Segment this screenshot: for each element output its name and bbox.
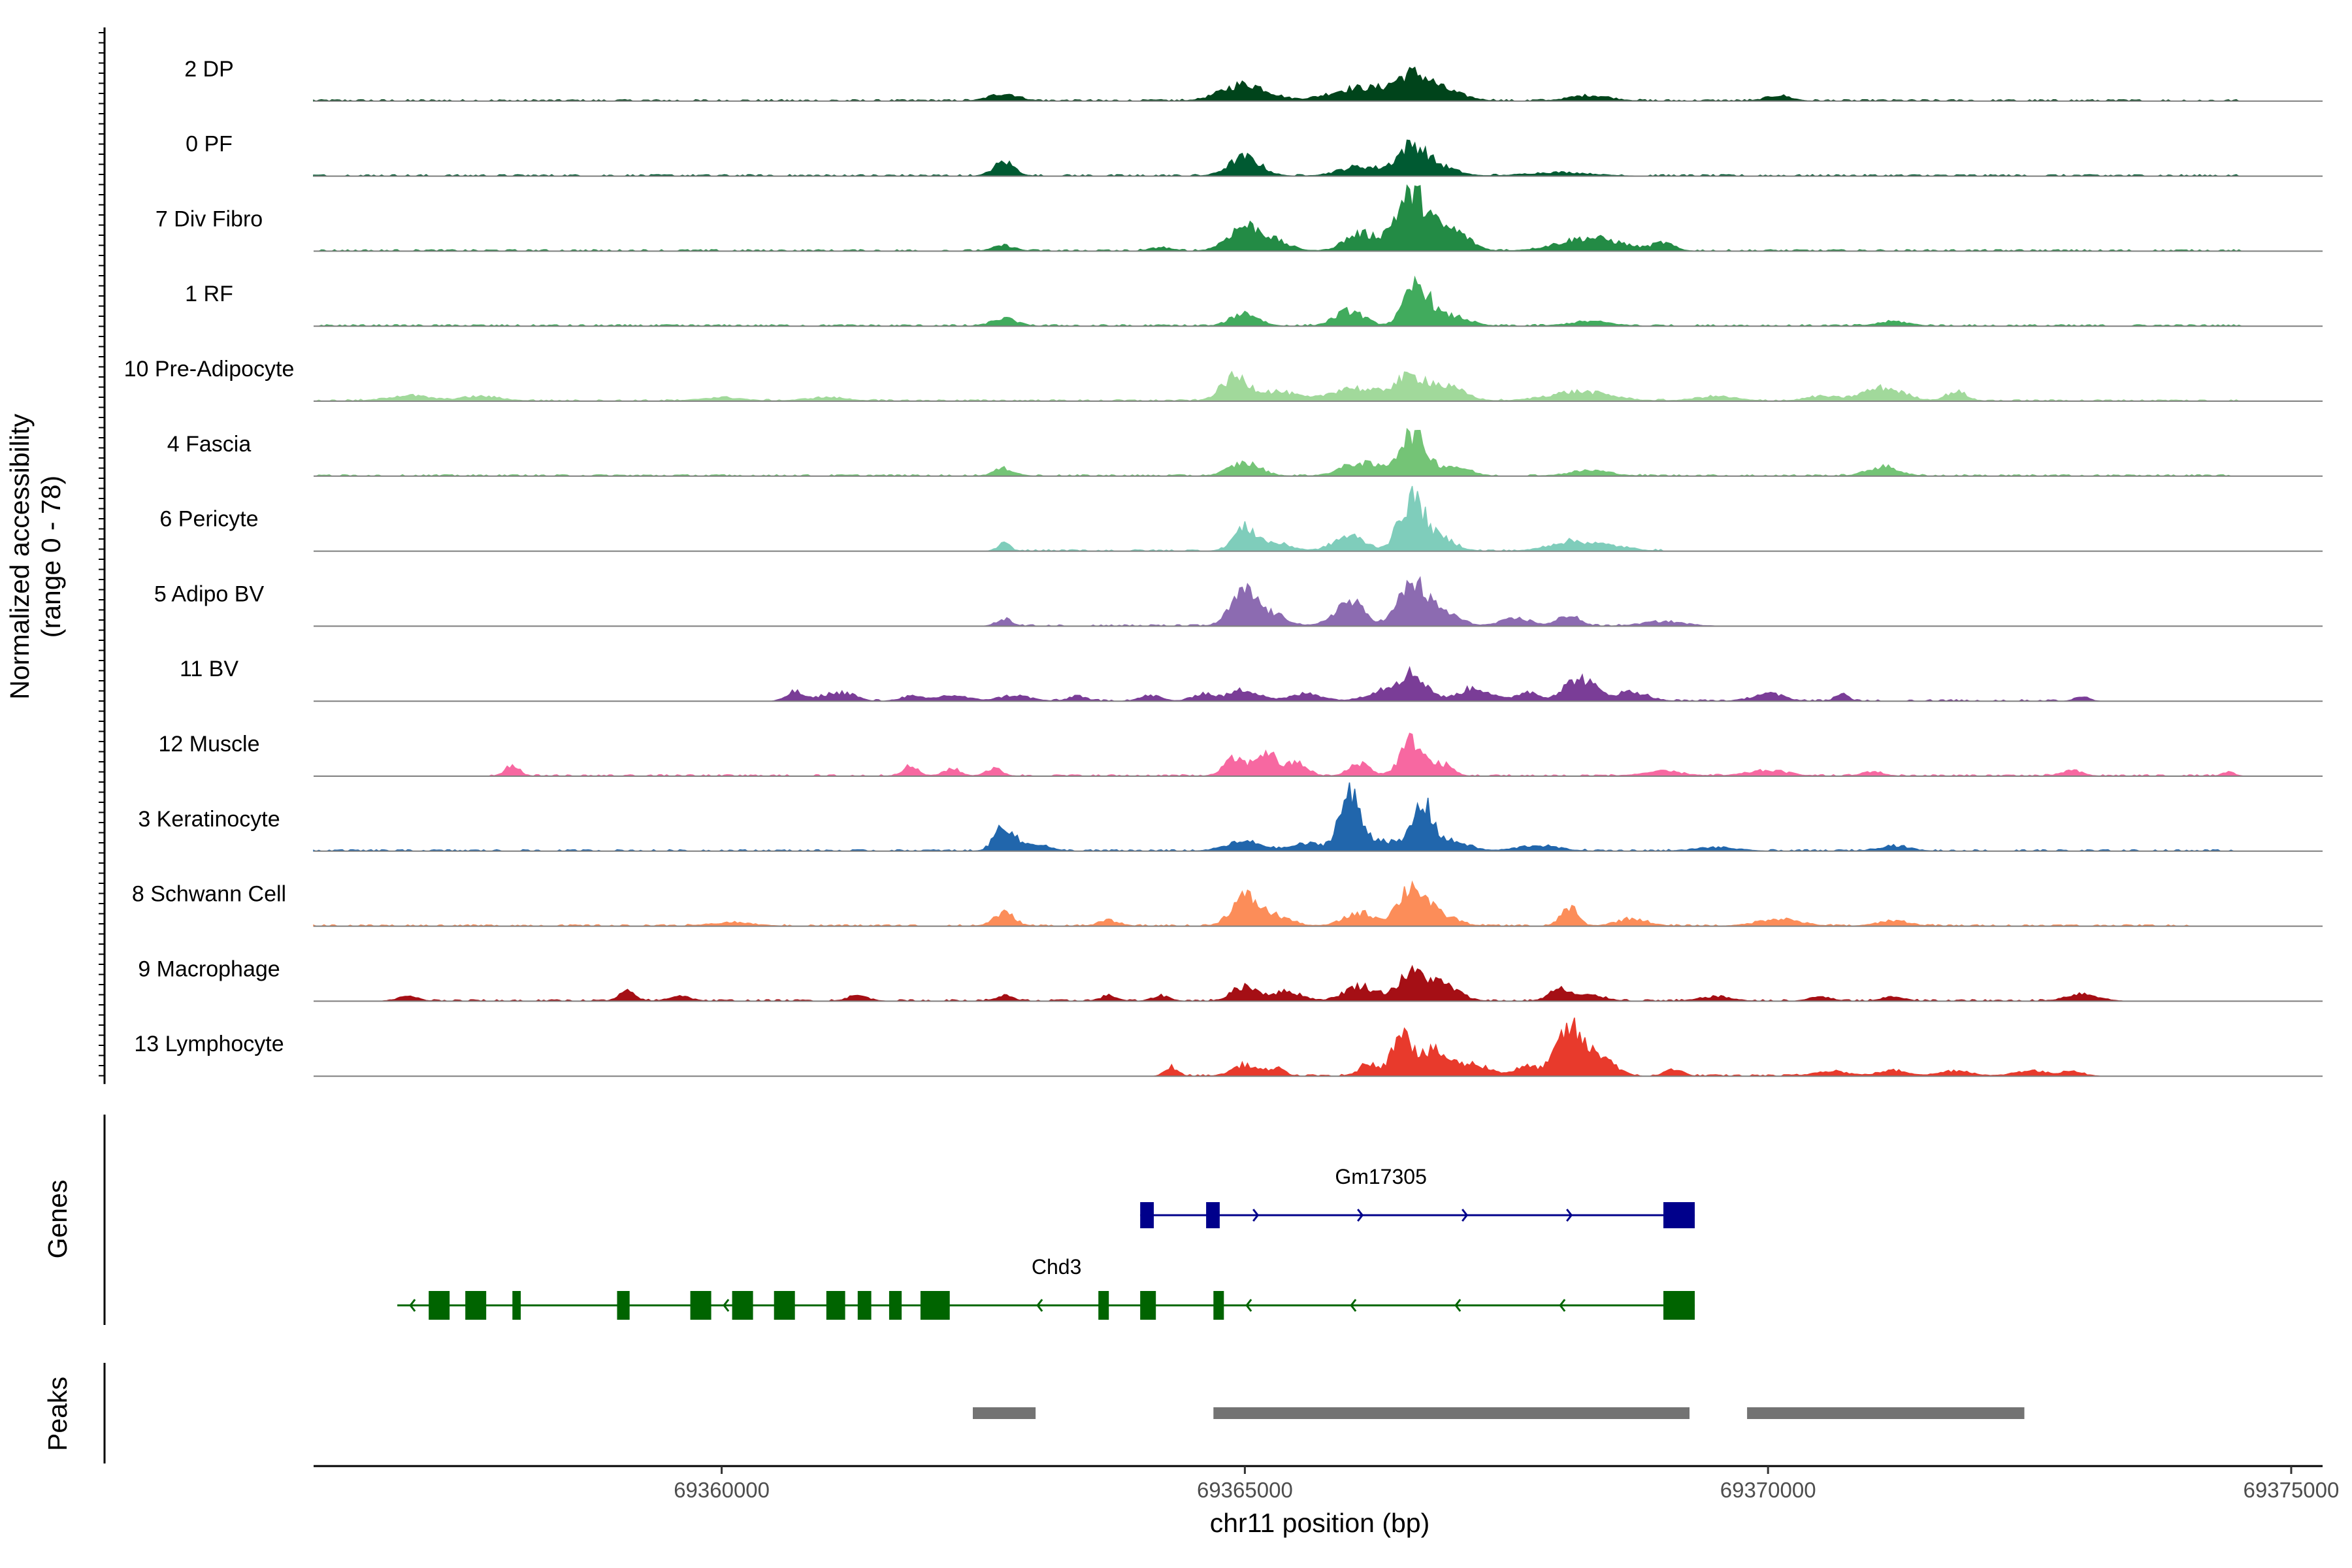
track-2-dp: 2 DP bbox=[184, 57, 2323, 102]
strand-arrow bbox=[1350, 1299, 1357, 1312]
exon bbox=[1213, 1291, 1224, 1320]
exon bbox=[512, 1291, 521, 1320]
genes-panel: Genes Gm17305 Chd3 bbox=[42, 1115, 1695, 1325]
track-7-div-fibro: 7 Div Fibro bbox=[155, 184, 2323, 252]
gene-name-label: Gm17305 bbox=[1335, 1165, 1427, 1188]
track-label: 8 Schwann Cell bbox=[132, 882, 286, 907]
genes-label: Genes bbox=[42, 1180, 73, 1259]
exon bbox=[617, 1291, 630, 1320]
exon bbox=[1206, 1202, 1220, 1228]
peak-region bbox=[1747, 1407, 2025, 1419]
track-label: 9 Macrophage bbox=[138, 956, 280, 981]
x-tick-label: 69370000 bbox=[1720, 1478, 1816, 1502]
track-label: 5 Adipo BV bbox=[154, 581, 265, 606]
coverage-tracks: 2 DP 0 PF 7 Div Fibro 1 RF 10 Pre-Adipocyte 4… bbox=[124, 57, 2323, 1077]
gene-gm17305: Gm17305 bbox=[1140, 1165, 1695, 1228]
coverage-area bbox=[314, 732, 2323, 777]
track-label: 4 Fascia bbox=[167, 432, 252, 457]
exon bbox=[1140, 1291, 1156, 1320]
track-label: 7 Div Fibro bbox=[155, 206, 263, 231]
strand-arrow bbox=[1559, 1299, 1566, 1312]
exon bbox=[889, 1291, 902, 1320]
exon bbox=[1663, 1202, 1695, 1228]
track-5-adipo-bv: 5 Adipo BV bbox=[154, 576, 2323, 627]
gene-name-label: Chd3 bbox=[1032, 1255, 1082, 1279]
exon bbox=[857, 1291, 872, 1320]
track-1-rf: 1 RF bbox=[185, 275, 2323, 327]
peaks-label: Peaks bbox=[42, 1377, 73, 1451]
track-3-keratinocyte: 3 Keratinocyte bbox=[138, 782, 2323, 852]
left-axis bbox=[99, 27, 106, 1085]
exon bbox=[774, 1291, 795, 1320]
exon bbox=[1663, 1291, 1695, 1320]
track-label: 2 DP bbox=[184, 57, 234, 82]
track-label: 11 BV bbox=[180, 657, 238, 681]
strand-arrow bbox=[1252, 1209, 1260, 1222]
track-6-pericyte: 6 Pericyte bbox=[159, 485, 2323, 552]
exon bbox=[429, 1291, 450, 1320]
track-9-macrophage: 9 Macrophage bbox=[138, 956, 2323, 1002]
strand-arrow bbox=[1566, 1209, 1573, 1222]
strand-arrow bbox=[723, 1299, 730, 1312]
strand-arrow bbox=[1454, 1299, 1462, 1312]
track-11-bv: 11 BV bbox=[180, 657, 2323, 702]
gene-chd3: Chd3 bbox=[397, 1255, 1695, 1320]
peak-region bbox=[1213, 1407, 1690, 1419]
track-label: 3 Keratinocyte bbox=[138, 807, 280, 832]
track-13-lymphocyte: 13 Lymphocyte bbox=[134, 1017, 2323, 1077]
x-axis: 69360000 69365000 69370000 69375000 bbox=[314, 1465, 2340, 1502]
track-label: 13 Lymphocyte bbox=[134, 1032, 284, 1056]
track-label: 10 Pre-Adipocyte bbox=[124, 357, 295, 382]
exon bbox=[920, 1291, 950, 1320]
track-label: 6 Pericyte bbox=[159, 507, 258, 532]
strand-arrow bbox=[409, 1299, 416, 1312]
track-8-schwann-cell: 8 Schwann Cell bbox=[132, 880, 2323, 927]
strand-arrow bbox=[1036, 1299, 1043, 1312]
track-0-pf: 0 PF bbox=[186, 132, 2323, 177]
x-tick-label: 69365000 bbox=[1197, 1478, 1293, 1502]
strand-arrow bbox=[1357, 1209, 1364, 1222]
track-label: 0 PF bbox=[186, 132, 233, 157]
exon bbox=[690, 1291, 711, 1320]
track-label: 1 RF bbox=[185, 282, 233, 306]
peaks-panel: Peaks bbox=[42, 1363, 2025, 1463]
x-tick-label: 69360000 bbox=[674, 1478, 770, 1502]
coverage-area bbox=[314, 964, 2323, 1002]
exon bbox=[465, 1291, 487, 1320]
strand-arrow bbox=[1462, 1209, 1469, 1222]
exon bbox=[826, 1291, 845, 1320]
x-axis-title: chr11 position (bp) bbox=[1210, 1508, 1430, 1538]
exon bbox=[1098, 1291, 1109, 1320]
exon bbox=[1140, 1202, 1154, 1228]
x-tick-label: 69375000 bbox=[2244, 1478, 2340, 1502]
exon bbox=[732, 1291, 753, 1320]
track-label: 12 Muscle bbox=[159, 732, 260, 757]
track-12-muscle: 12 Muscle bbox=[159, 732, 2323, 777]
y-axis-title: Normalized accessibility(range 0 - 78) bbox=[5, 414, 66, 700]
strand-arrow bbox=[1245, 1299, 1252, 1312]
peak-region bbox=[973, 1407, 1036, 1419]
track-4-fascia: 4 Fascia bbox=[167, 427, 2323, 477]
track-10-pre-adipocyte: 10 Pre-Adipocyte bbox=[124, 357, 2323, 402]
